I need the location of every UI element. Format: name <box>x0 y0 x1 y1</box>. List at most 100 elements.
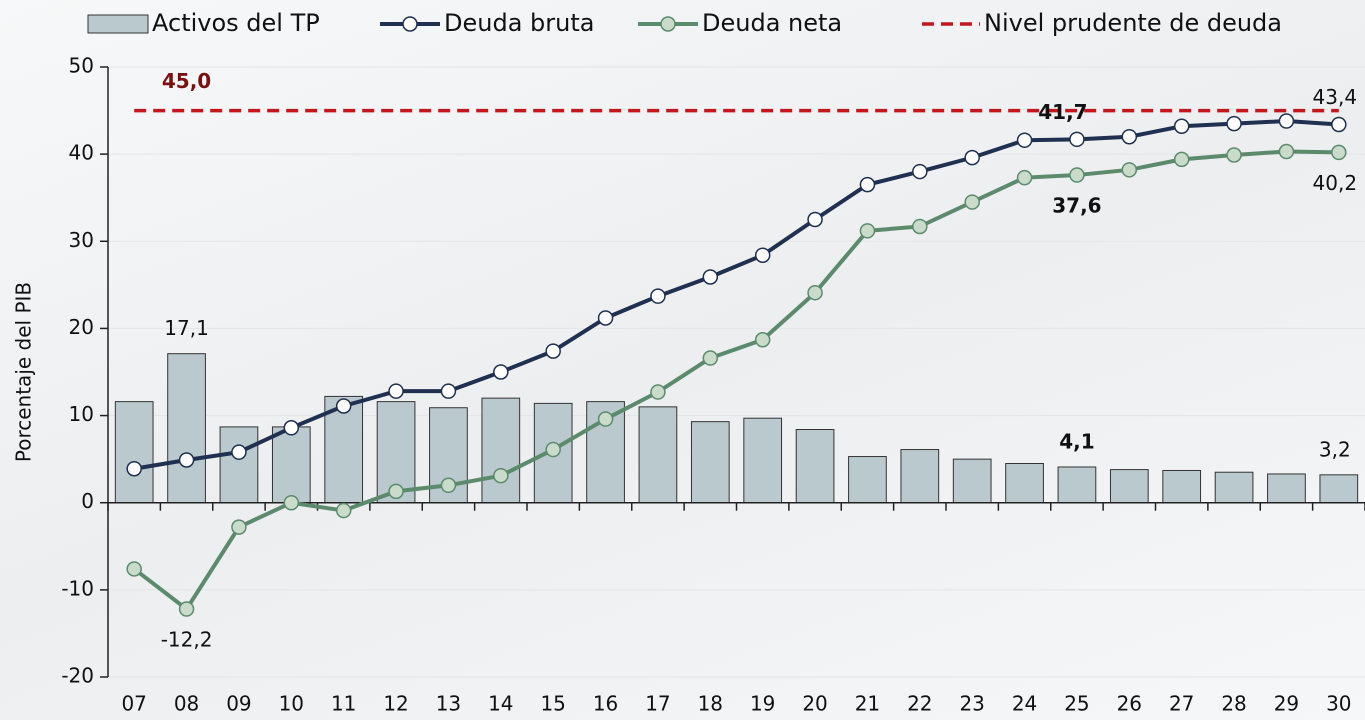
legend-label: Activos del TP <box>152 9 320 37</box>
line <box>132 149 1339 612</box>
x-tick-label: 19 <box>750 692 775 716</box>
legend-label: Nivel prudente de deuda <box>984 9 1282 37</box>
x-tick-label: 14 <box>488 692 513 716</box>
marker <box>178 601 195 617</box>
bar <box>743 417 783 504</box>
x-tick-label: 11 <box>331 692 356 716</box>
marker <box>1173 118 1190 135</box>
y-tick-label: 20 <box>69 315 94 339</box>
marker <box>754 247 771 263</box>
x-tick-label: 16 <box>593 692 618 716</box>
marker <box>1069 131 1085 148</box>
marker <box>859 223 876 239</box>
bar <box>1214 471 1254 504</box>
marker <box>859 176 876 193</box>
bar <box>1005 463 1044 504</box>
marker <box>178 452 195 468</box>
bar <box>795 429 835 504</box>
marker <box>388 383 404 399</box>
y-axis-label: Porcentaje del PIB <box>12 282 36 462</box>
marker <box>597 310 614 326</box>
marker <box>912 163 928 180</box>
x-tick-label: 15 <box>540 692 565 716</box>
marker <box>964 194 980 210</box>
marker <box>650 288 666 304</box>
bar <box>219 426 259 504</box>
marker <box>1226 147 1242 163</box>
data-label: 17,1 <box>164 316 209 340</box>
marker <box>1016 169 1033 186</box>
x-tick-label: 24 <box>1012 692 1037 716</box>
marker <box>493 364 509 380</box>
marker <box>283 494 300 511</box>
data-label: 3,2 <box>1319 437 1351 461</box>
marker <box>650 384 666 400</box>
marker <box>702 350 719 366</box>
x-tick-label: 28 <box>1221 692 1246 716</box>
bar <box>324 395 364 504</box>
x-tick-label: 10 <box>279 692 304 716</box>
legend-label: Deuda neta <box>702 9 842 37</box>
bar <box>638 406 678 504</box>
bar <box>690 421 730 504</box>
y-tick-label: 10 <box>69 402 94 426</box>
bar <box>1057 466 1097 504</box>
marker <box>1278 113 1295 129</box>
data-label: 41,7 <box>1038 100 1087 124</box>
marker <box>597 411 614 427</box>
marker <box>283 420 300 436</box>
x-tick-label: 09 <box>226 692 251 716</box>
marker <box>440 383 457 399</box>
reference-label: 45,0 <box>162 69 211 93</box>
data-label: 4,1 <box>1059 429 1094 453</box>
x-tick-label: 26 <box>1117 692 1142 716</box>
bar <box>114 401 154 504</box>
x-tick-label: 07 <box>121 692 146 716</box>
marker <box>702 269 719 285</box>
x-tick-label: 22 <box>907 692 932 716</box>
bar <box>481 397 521 504</box>
bar <box>848 456 887 504</box>
marker <box>335 502 352 519</box>
legend-swatch <box>87 14 149 34</box>
bar <box>1109 469 1149 504</box>
x-tick-label: 13 <box>436 692 461 716</box>
marker <box>1069 167 1085 183</box>
marker <box>964 149 980 166</box>
legend-marker <box>660 16 676 32</box>
marker <box>440 477 457 494</box>
x-tick-label: 27 <box>1169 692 1194 716</box>
line <box>133 119 1339 471</box>
x-tick-label: 29 <box>1274 692 1299 716</box>
marker <box>754 332 771 348</box>
bar <box>900 449 940 504</box>
bar <box>271 426 311 504</box>
x-tick-label: 08 <box>174 692 199 716</box>
marker <box>1016 132 1033 148</box>
marker <box>912 218 928 235</box>
marker <box>231 519 247 535</box>
bar <box>1267 473 1306 504</box>
marker <box>126 460 142 477</box>
bar <box>952 458 992 504</box>
bar <box>586 401 625 504</box>
marker <box>335 398 352 414</box>
x-tick-label: 17 <box>645 692 670 716</box>
marker <box>1173 151 1190 168</box>
marker <box>1226 115 1242 132</box>
bar <box>1319 474 1359 504</box>
marker <box>545 343 561 359</box>
data-label: 43,4 <box>1313 85 1358 109</box>
data-label: 40,2 <box>1313 171 1358 195</box>
marker <box>1121 128 1138 145</box>
x-tick-label: 23 <box>959 692 984 716</box>
y-tick-label: -20 <box>61 664 94 688</box>
marker <box>807 284 823 301</box>
y-tick-label: 50 <box>69 54 94 78</box>
legend-marker <box>402 16 418 32</box>
marker <box>493 467 509 484</box>
y-tick-label: 30 <box>69 228 94 252</box>
marker <box>1121 162 1138 178</box>
y-tick-label: 0 <box>81 489 94 513</box>
